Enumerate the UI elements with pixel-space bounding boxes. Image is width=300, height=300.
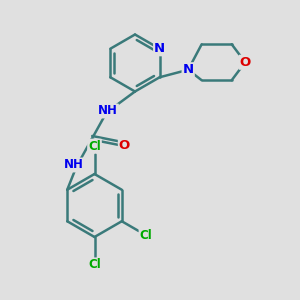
Text: O: O [119,139,130,152]
Text: NH: NH [64,158,83,172]
Text: Cl: Cl [88,140,101,153]
Text: N: N [154,42,165,55]
Text: Cl: Cl [88,258,101,272]
Text: Cl: Cl [140,229,152,242]
Text: N: N [183,63,194,76]
Text: O: O [240,56,251,69]
Text: NH: NH [98,104,118,118]
